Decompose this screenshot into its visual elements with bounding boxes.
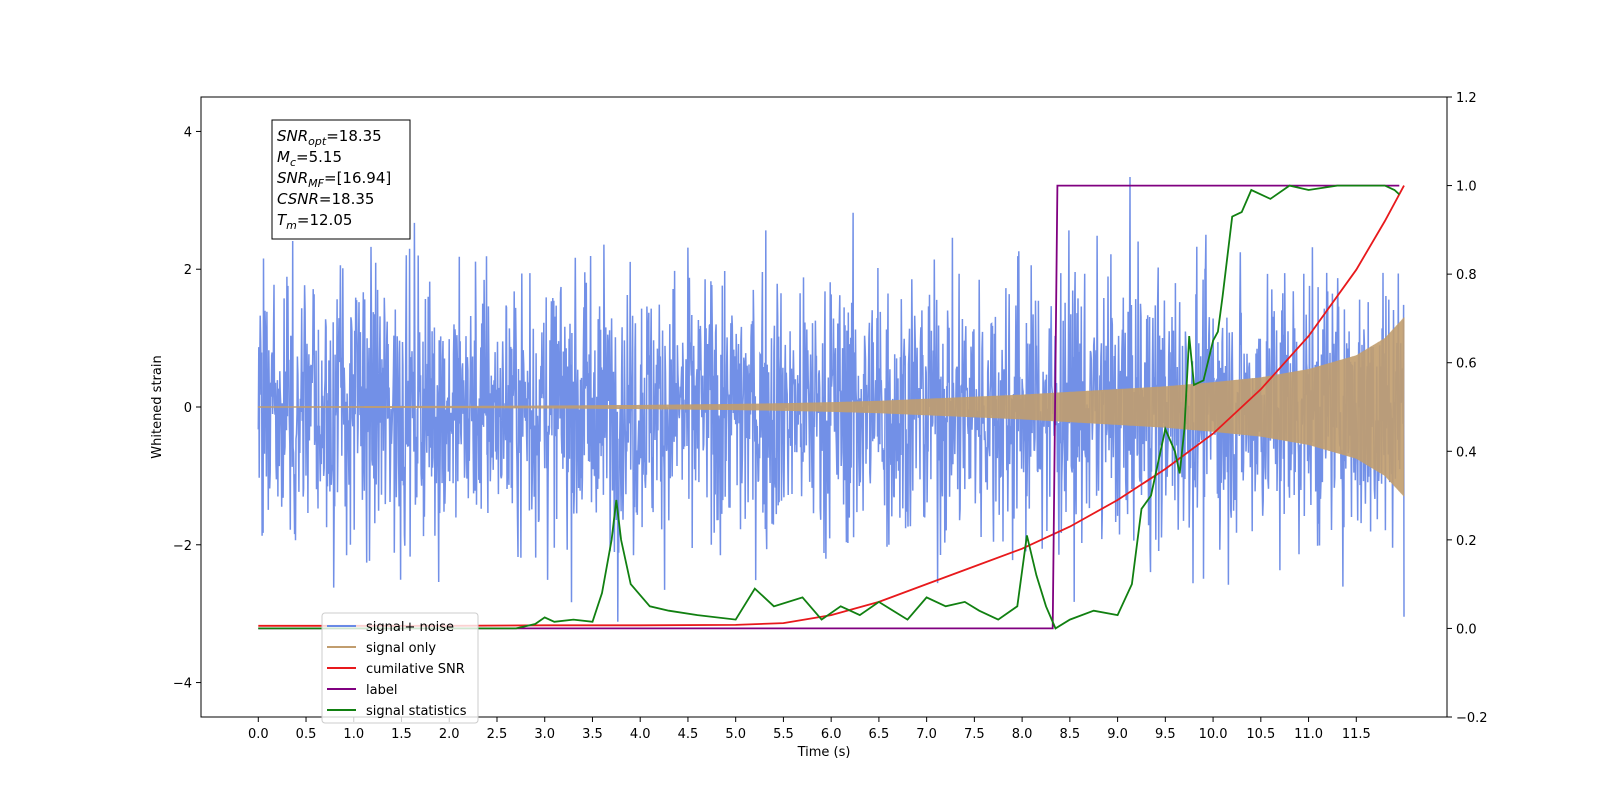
y-tick-label: 4 (184, 125, 192, 140)
x-axis-label: Time (s) (797, 745, 851, 760)
y-tick-label: −2 (173, 539, 192, 554)
y2-tick-label: 1.0 (1456, 180, 1477, 195)
x-axis: 0.0 0.5 1.0 1.5 2.0 2.5 3.0 3.5 4.0 4.5 5.0 5.5 6.0 6… (248, 717, 1371, 742)
y-tick-label: 0 (184, 401, 192, 416)
x-tick-label: 8.0 (1012, 727, 1033, 742)
x-tick-label: 10.0 (1199, 727, 1228, 742)
x-tick-label: 3.5 (582, 727, 603, 742)
x-tick-label: 6.5 (869, 727, 890, 742)
series-layer (257, 176, 1405, 630)
legend-label: cumilative SNR (366, 662, 465, 677)
y-axis-left: −4 −2 0 2 4 (173, 125, 201, 692)
legend-label: label (366, 683, 397, 698)
x-tick-label: 5.5 (773, 727, 794, 742)
y-tick-label: −4 (173, 677, 192, 692)
x-tick-label: 4.0 (630, 727, 651, 742)
x-tick-label: 3.0 (534, 727, 555, 742)
y2-tick-label: 0.0 (1456, 622, 1477, 637)
stats-box-frame (271, 119, 411, 240)
legend: signal+ noise signal only cumilative SNR la… (321, 612, 479, 724)
series-label (258, 184, 1400, 630)
series-cumulative-snr (258, 185, 1405, 627)
x-tick-label: 2.0 (439, 727, 460, 742)
y2-tick-label: 0.4 (1456, 445, 1477, 460)
y2-tick-label: 0.2 (1456, 534, 1477, 549)
x-tick-label: 11.5 (1342, 727, 1371, 742)
y-tick-label: 2 (184, 263, 192, 278)
stats-line: Tm=12.05 (277, 211, 352, 232)
legend-label: signal statistics (366, 704, 467, 719)
stats-box: SNRopt=18.35Mc=5.15SNRMF=[16.94]CSNR=18.… (271, 119, 411, 240)
x-tick-label: 6.0 (821, 727, 842, 742)
x-tick-label: 0.5 (296, 727, 317, 742)
y-axis-right: −0.2 0.0 0.2 0.4 0.6 0.8 1.0 1.2 (1447, 91, 1488, 726)
x-tick-label: 4.5 (678, 727, 699, 742)
series-signal-noise (257, 176, 1405, 622)
x-tick-label: 9.5 (1155, 727, 1176, 742)
x-tick-label: 10.5 (1246, 727, 1275, 742)
series-signal-only (257, 317, 1405, 497)
legend-frame (321, 612, 479, 724)
x-tick-label: 8.5 (1060, 727, 1081, 742)
y2-tick-label: −0.2 (1456, 711, 1488, 726)
x-tick-label: 7.5 (964, 727, 985, 742)
series-signal-statistics (258, 184, 1400, 630)
legend-label: signal only (366, 641, 436, 656)
stats-line: CSNR=18.35 (277, 190, 374, 208)
legend-label: signal+ noise (366, 620, 454, 635)
y2-tick-label: 0.6 (1456, 357, 1477, 372)
x-tick-label: 5.0 (725, 727, 746, 742)
stats-line: Mc=5.15 (277, 148, 342, 169)
x-tick-label: 2.5 (487, 727, 508, 742)
stats-line: SNRMF=[16.94] (277, 169, 391, 190)
x-tick-label: 7.0 (916, 727, 937, 742)
x-tick-label: 0.0 (248, 727, 269, 742)
x-tick-label: 1.0 (343, 727, 364, 742)
y-axis-label: Whitened strain (150, 355, 165, 458)
y2-tick-label: 1.2 (1456, 91, 1477, 106)
x-tick-label: 1.5 (391, 727, 412, 742)
x-tick-label: 9.0 (1107, 727, 1128, 742)
stats-line: SNRopt=18.35 (277, 127, 382, 148)
x-tick-label: 11.0 (1294, 727, 1323, 742)
y2-tick-label: 0.8 (1456, 268, 1477, 283)
